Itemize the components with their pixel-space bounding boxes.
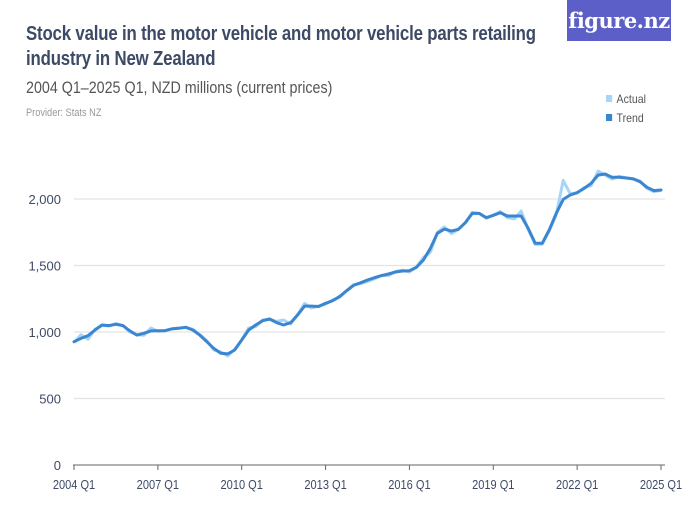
y-tick-label: 2,000 [28, 192, 61, 207]
legend-label-actual: Actual [616, 91, 646, 106]
y-tick-label: 500 [39, 392, 61, 407]
x-tick-label: 2004 Q1 [53, 477, 96, 492]
chart-title: Stock value in the motor vehicle and mot… [26, 23, 536, 70]
x-tick-label: 2010 Q1 [221, 477, 264, 492]
y-tick-label: 1,500 [28, 259, 61, 274]
y-tick-label: 1,000 [28, 325, 61, 340]
x-tick-label: 2025 Q1 [640, 477, 683, 492]
figure-nz-logo[interactable]: figure.nz [567, 0, 671, 41]
x-tick-label: 2019 Q1 [472, 477, 515, 492]
legend-item-trend: Trend [606, 108, 646, 127]
y-tick-label: 0 [54, 458, 61, 473]
legend-swatch-trend [606, 114, 613, 121]
x-tick-label: 2022 Q1 [556, 477, 599, 492]
series-trend-line [72, 172, 663, 356]
legend-item-actual: Actual [606, 89, 646, 108]
x-tick-label: 2013 Q1 [304, 477, 347, 492]
provider-label: Provider: Stats NZ [26, 107, 102, 119]
legend: Actual Trend [606, 89, 651, 127]
x-tick-label: 2016 Q1 [388, 477, 431, 492]
x-tick-label: 2007 Q1 [137, 477, 180, 492]
legend-swatch-actual [606, 95, 613, 102]
chart-subtitle: 2004 Q1–2025 Q1, NZD millions (current p… [26, 78, 333, 97]
legend-label-trend: Trend [616, 110, 644, 125]
